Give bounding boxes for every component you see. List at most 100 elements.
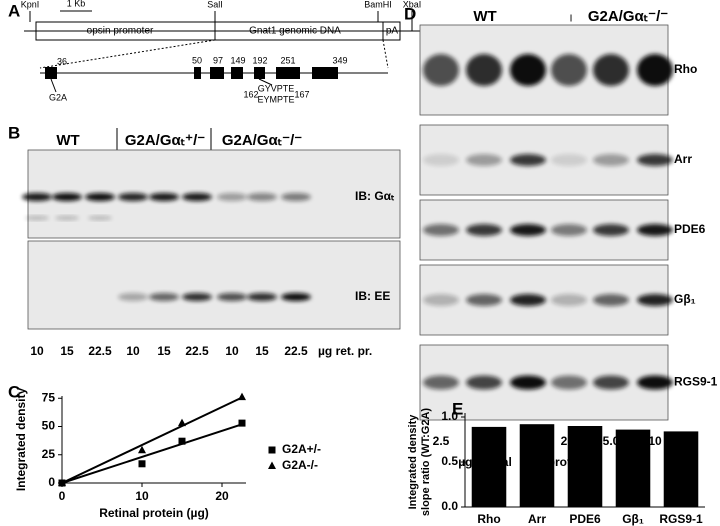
band bbox=[118, 193, 148, 201]
segment-label: pA bbox=[386, 26, 399, 37]
y-tick-label: 0.0 bbox=[441, 499, 458, 513]
band bbox=[593, 224, 629, 236]
lane-label: 15 bbox=[255, 344, 269, 358]
band bbox=[149, 193, 179, 201]
band bbox=[52, 193, 82, 201]
marker bbox=[268, 446, 276, 454]
group-label: G2A/Gαₜ⁺/⁻ bbox=[125, 132, 205, 149]
panel-label: A bbox=[8, 1, 20, 20]
bar bbox=[567, 426, 603, 507]
band bbox=[551, 375, 587, 390]
band bbox=[510, 54, 546, 86]
x-tick-label: 20 bbox=[215, 489, 229, 503]
exon-label: 36 bbox=[57, 56, 67, 66]
lane-label: 10 bbox=[126, 344, 140, 358]
blot-label: IB: EE bbox=[355, 289, 390, 303]
band bbox=[118, 293, 148, 301]
band bbox=[466, 54, 502, 86]
marker bbox=[238, 419, 246, 427]
chart-e: 0.0 0.5 1.0 Integrated density slope ratio (… bbox=[407, 408, 705, 526]
exon bbox=[276, 67, 300, 79]
band bbox=[466, 375, 502, 390]
site-label: SalI bbox=[207, 0, 223, 9]
exon-label: 50 bbox=[192, 55, 202, 65]
panel-label: D bbox=[404, 4, 416, 23]
exon bbox=[312, 67, 338, 79]
marker bbox=[268, 461, 276, 469]
band bbox=[593, 154, 629, 166]
band bbox=[593, 294, 629, 306]
y-tick-label: 1.0 bbox=[441, 409, 458, 423]
exon-label: 149 bbox=[230, 55, 245, 65]
band bbox=[593, 375, 629, 390]
zoom-line bbox=[382, 39, 389, 69]
bar bbox=[519, 424, 555, 507]
residue-label: 162 bbox=[243, 89, 258, 99]
bar bbox=[615, 429, 651, 507]
exon-label: 192 bbox=[252, 55, 267, 65]
exon-label: 251 bbox=[280, 55, 295, 65]
exon bbox=[210, 67, 224, 79]
blot bbox=[27, 240, 401, 330]
band bbox=[466, 224, 502, 236]
y-tick-label: 25 bbox=[42, 447, 56, 461]
x-tick-label: PDE6 bbox=[569, 512, 601, 526]
band bbox=[423, 224, 459, 236]
band bbox=[217, 293, 247, 301]
lane-label: 15 bbox=[157, 344, 171, 358]
band bbox=[510, 154, 546, 166]
scale-label: 1 Kb bbox=[67, 0, 86, 8]
marker bbox=[178, 437, 186, 445]
exon-label: 97 bbox=[213, 55, 223, 65]
blots-d: Rho Arr PDE6 Gβ₁ RGS9-1 bbox=[419, 24, 718, 421]
band bbox=[637, 224, 673, 236]
blot bbox=[27, 149, 401, 239]
segment-label: opsin promoter bbox=[87, 26, 154, 37]
band bbox=[88, 216, 112, 220]
exon bbox=[231, 67, 243, 79]
band bbox=[149, 293, 179, 301]
y-axis-label: Integrated density bbox=[407, 414, 419, 510]
unit-label: µg ret. pr. bbox=[318, 344, 372, 358]
panel-label: C bbox=[8, 382, 20, 401]
construct-box bbox=[35, 21, 401, 41]
lane-label: 22.5 bbox=[185, 344, 209, 358]
chart-c: 0 10 20 0 25 50 75 Retinal protein (µg) Integrat… bbox=[14, 388, 321, 521]
lane-label: 10 bbox=[648, 434, 662, 448]
fit-line bbox=[61, 423, 243, 484]
band bbox=[637, 294, 673, 306]
x-tick-label: Rho bbox=[477, 512, 500, 526]
band bbox=[85, 193, 115, 201]
blot-label: IB: Gαₜ bbox=[355, 189, 395, 203]
band bbox=[281, 293, 311, 301]
segment-label: Gnat1 genomic DNA bbox=[249, 26, 341, 37]
band bbox=[423, 375, 459, 390]
band bbox=[25, 216, 49, 220]
site-label: BamHI bbox=[364, 0, 392, 9]
group-label: WT bbox=[56, 132, 79, 149]
band bbox=[510, 375, 546, 390]
band bbox=[637, 375, 673, 390]
band bbox=[247, 293, 277, 301]
pointer bbox=[50, 78, 57, 93]
x-tick-label: 0 bbox=[59, 489, 66, 503]
band bbox=[551, 154, 587, 166]
band bbox=[593, 54, 629, 86]
x-tick-label: Arr bbox=[528, 512, 546, 526]
x-tick-label: Gβ₁ bbox=[622, 512, 644, 526]
marker bbox=[58, 478, 66, 486]
residue-label: 167 bbox=[294, 89, 309, 99]
exon bbox=[45, 67, 57, 79]
lane-label: 2.5 bbox=[433, 434, 450, 448]
marker bbox=[178, 418, 186, 427]
lane-label: 10 bbox=[225, 344, 239, 358]
blot-label: Rho bbox=[674, 62, 697, 76]
bar bbox=[471, 426, 507, 507]
blot-label: Gβ₁ bbox=[674, 292, 696, 306]
band bbox=[637, 54, 673, 86]
y-tick-label: 75 bbox=[42, 390, 56, 404]
blot-label: Arr bbox=[674, 152, 692, 166]
mutation-label: G2A bbox=[49, 92, 67, 102]
